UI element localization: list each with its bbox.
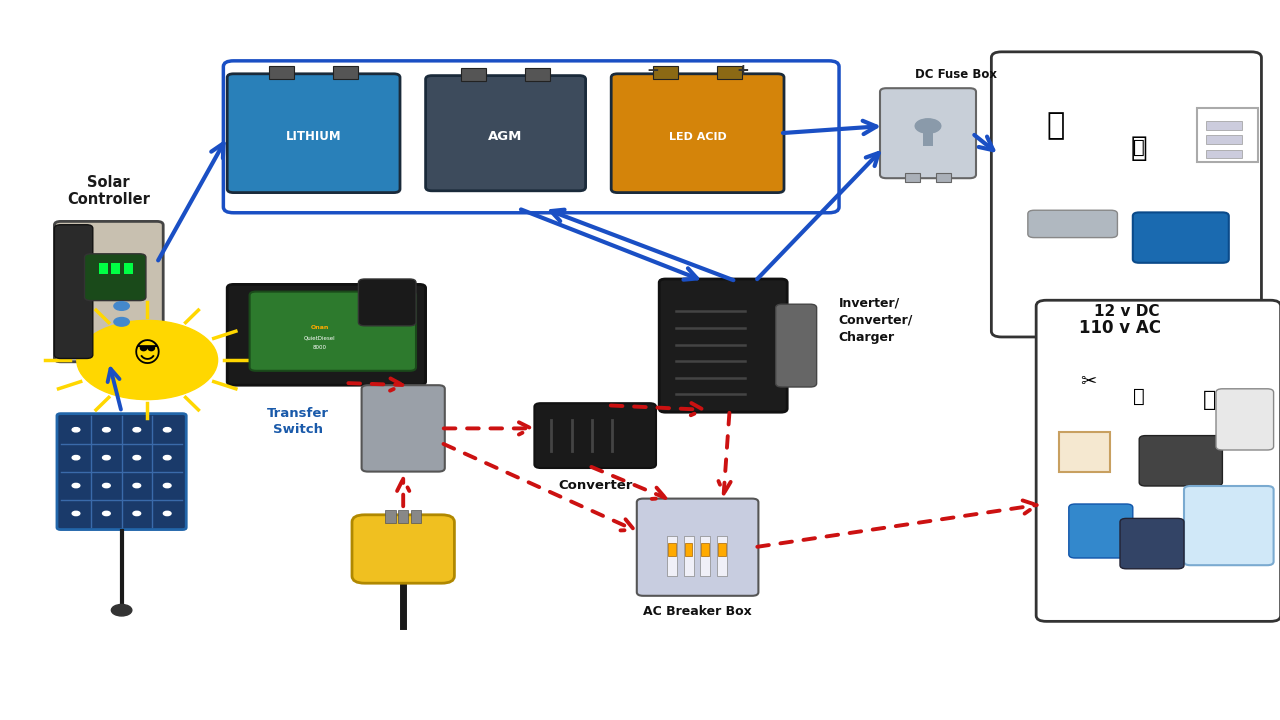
Circle shape <box>77 320 218 400</box>
Text: +: + <box>736 63 749 78</box>
Text: QuietDiesel: QuietDiesel <box>305 336 335 341</box>
Circle shape <box>164 456 172 460</box>
FancyBboxPatch shape <box>659 279 787 412</box>
Bar <box>718 543 726 556</box>
FancyBboxPatch shape <box>228 74 399 193</box>
Bar <box>1206 135 1242 144</box>
Circle shape <box>72 456 79 460</box>
Circle shape <box>72 511 79 516</box>
FancyBboxPatch shape <box>776 304 817 387</box>
FancyBboxPatch shape <box>250 292 416 371</box>
FancyBboxPatch shape <box>612 74 783 193</box>
Bar <box>385 510 396 523</box>
Circle shape <box>72 428 79 432</box>
FancyBboxPatch shape <box>1133 212 1229 263</box>
FancyBboxPatch shape <box>55 225 93 359</box>
FancyBboxPatch shape <box>55 222 164 362</box>
FancyBboxPatch shape <box>1028 210 1117 238</box>
Circle shape <box>72 483 79 487</box>
FancyBboxPatch shape <box>535 403 657 468</box>
Text: Converter: Converter <box>558 479 632 492</box>
Bar <box>700 536 710 576</box>
Text: Transfer
Switch: Transfer Switch <box>266 407 329 436</box>
Bar <box>684 536 694 576</box>
FancyBboxPatch shape <box>84 254 146 301</box>
FancyBboxPatch shape <box>1216 389 1274 450</box>
Bar <box>905 174 920 182</box>
Text: 💡: 💡 <box>1047 112 1065 140</box>
Text: −: − <box>646 63 659 78</box>
Circle shape <box>164 511 172 516</box>
FancyBboxPatch shape <box>1139 436 1222 486</box>
Bar <box>124 263 133 274</box>
Text: 🚿: 🚿 <box>1203 390 1216 410</box>
Bar <box>398 510 408 523</box>
Bar <box>936 174 951 182</box>
Circle shape <box>111 605 132 616</box>
FancyBboxPatch shape <box>1069 504 1133 558</box>
Bar <box>668 543 676 556</box>
Bar <box>923 132 933 146</box>
Text: AGM: AGM <box>489 130 522 143</box>
Bar <box>667 536 677 576</box>
FancyBboxPatch shape <box>425 76 586 191</box>
Bar <box>1060 432 1111 472</box>
Bar <box>333 66 358 79</box>
Circle shape <box>164 483 172 487</box>
Text: LITHIUM: LITHIUM <box>285 130 342 143</box>
Circle shape <box>915 119 941 133</box>
FancyBboxPatch shape <box>361 385 445 472</box>
Circle shape <box>133 511 141 516</box>
Circle shape <box>164 428 172 432</box>
FancyBboxPatch shape <box>637 499 759 596</box>
Bar <box>1206 150 1242 158</box>
Bar <box>1206 121 1242 130</box>
FancyBboxPatch shape <box>228 284 425 385</box>
Circle shape <box>102 511 110 516</box>
FancyBboxPatch shape <box>881 89 977 179</box>
Text: LED ACID: LED ACID <box>668 132 727 142</box>
Bar <box>111 263 120 274</box>
Circle shape <box>133 483 141 487</box>
Circle shape <box>102 456 110 460</box>
FancyBboxPatch shape <box>358 279 416 325</box>
Text: Inverter/
Converter/
Charger: Inverter/ Converter/ Charger <box>838 297 913 344</box>
FancyBboxPatch shape <box>1037 300 1280 621</box>
Bar <box>269 66 294 79</box>
Bar <box>411 510 421 523</box>
Text: 🌀: 🌀 <box>1133 138 1146 157</box>
FancyBboxPatch shape <box>991 52 1262 337</box>
Text: 12 v DC: 12 v DC <box>1093 304 1160 318</box>
Text: 💨: 💨 <box>1133 387 1146 405</box>
Circle shape <box>133 428 141 432</box>
Text: 😎: 😎 <box>133 341 161 368</box>
FancyBboxPatch shape <box>1184 486 1274 565</box>
Text: 110 v AC: 110 v AC <box>1079 319 1161 337</box>
Bar <box>1197 108 1258 162</box>
Bar <box>653 66 678 79</box>
Text: Onan: Onan <box>311 325 329 330</box>
FancyBboxPatch shape <box>1120 518 1184 569</box>
Text: AC Breaker Box: AC Breaker Box <box>644 605 751 618</box>
Bar <box>701 543 709 556</box>
Bar <box>461 68 486 81</box>
Circle shape <box>102 428 110 432</box>
Bar <box>99 263 108 274</box>
Bar <box>717 536 727 576</box>
Text: 🟡: 🟡 <box>1132 134 1147 161</box>
Circle shape <box>133 456 141 460</box>
FancyBboxPatch shape <box>56 413 187 530</box>
Circle shape <box>114 318 129 326</box>
Bar <box>685 543 692 556</box>
Text: 8000: 8000 <box>314 346 326 350</box>
Text: DC Fuse Box: DC Fuse Box <box>915 68 997 81</box>
Circle shape <box>102 483 110 487</box>
Circle shape <box>114 302 129 310</box>
Bar <box>525 68 550 81</box>
Bar <box>717 66 742 79</box>
Text: ✂: ✂ <box>1080 372 1096 391</box>
FancyBboxPatch shape <box>352 515 454 583</box>
Text: Solar
Controller: Solar Controller <box>68 175 150 207</box>
